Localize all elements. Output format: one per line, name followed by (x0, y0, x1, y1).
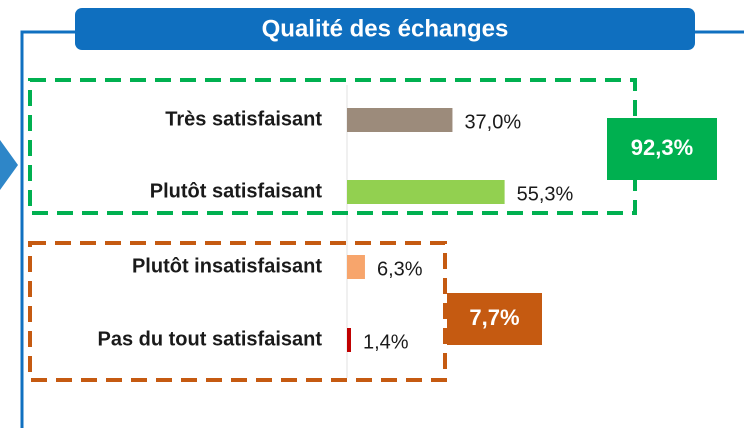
group-total-label: 7,7% (469, 305, 519, 330)
value-label: 6,3% (377, 258, 423, 280)
bar (347, 328, 351, 352)
value-label: 37,0% (464, 111, 521, 133)
chart-title: Qualité des échanges (262, 15, 509, 42)
value-label: 1,4% (363, 331, 409, 353)
category-label: Pas du tout satisfaisant (98, 328, 323, 350)
group-total-badge (447, 293, 542, 345)
bar (347, 255, 365, 279)
group-box (28, 241, 447, 382)
category-label: Plutôt insatisfaisant (132, 255, 322, 277)
group-box (28, 78, 637, 215)
bar (347, 108, 453, 132)
group-total-label: 92,3% (631, 135, 693, 160)
bar (347, 180, 505, 204)
group-total-badge (607, 118, 717, 180)
category-label: Très satisfaisant (165, 108, 322, 130)
frame (20, 30, 744, 428)
title-banner (75, 8, 695, 50)
arrow (0, 140, 18, 190)
value-label: 55,3% (517, 183, 574, 205)
category-label: Plutôt satisfaisant (150, 180, 323, 202)
